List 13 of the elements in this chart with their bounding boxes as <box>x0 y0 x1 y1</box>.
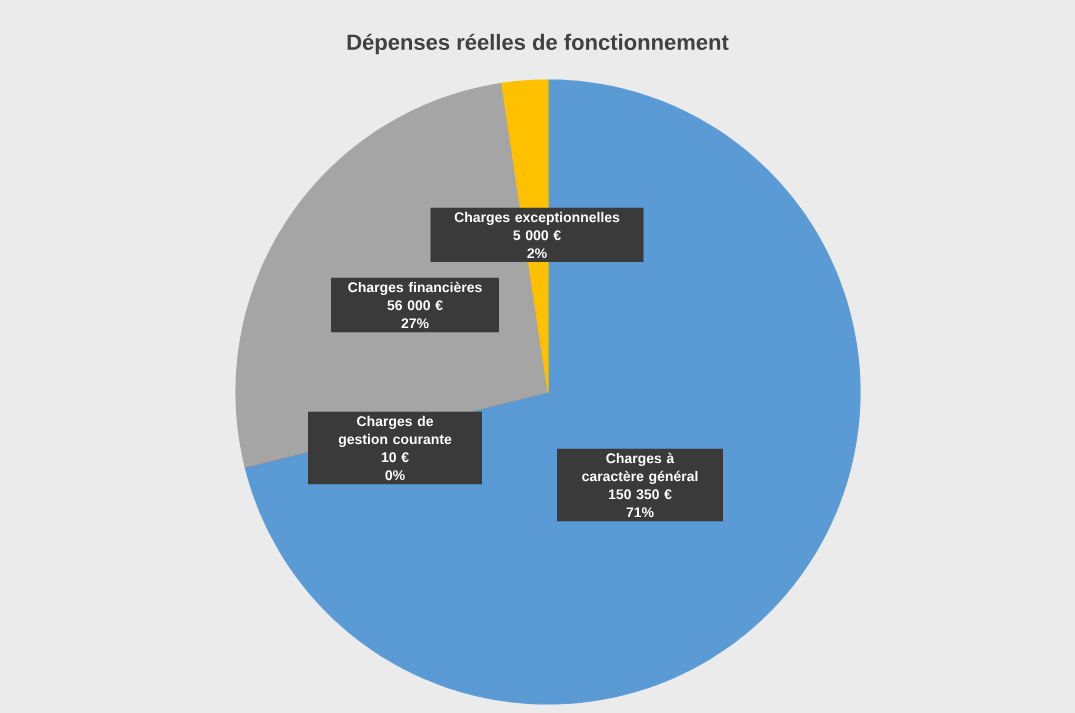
slice-label: Charges de gestion courante <box>338 415 452 447</box>
slice-label: Charges financières <box>348 281 482 296</box>
data-label: 5 000 € <box>513 230 561 241</box>
slice-label: Charges exceptionnelles <box>454 211 620 225</box>
data-label: 56 000 € <box>387 300 443 311</box>
data-label: 10 € <box>381 452 409 463</box>
text: 0% <box>385 470 405 481</box>
chart-title: Dépenses réelles de fonctionnement <box>347 33 729 55</box>
data-label: 150 350 € <box>608 489 672 500</box>
text: 27% <box>401 318 429 329</box>
text: 2% <box>527 248 547 259</box>
text: 71% <box>626 507 654 518</box>
slice-label: Charges à caractère général <box>582 452 698 485</box>
